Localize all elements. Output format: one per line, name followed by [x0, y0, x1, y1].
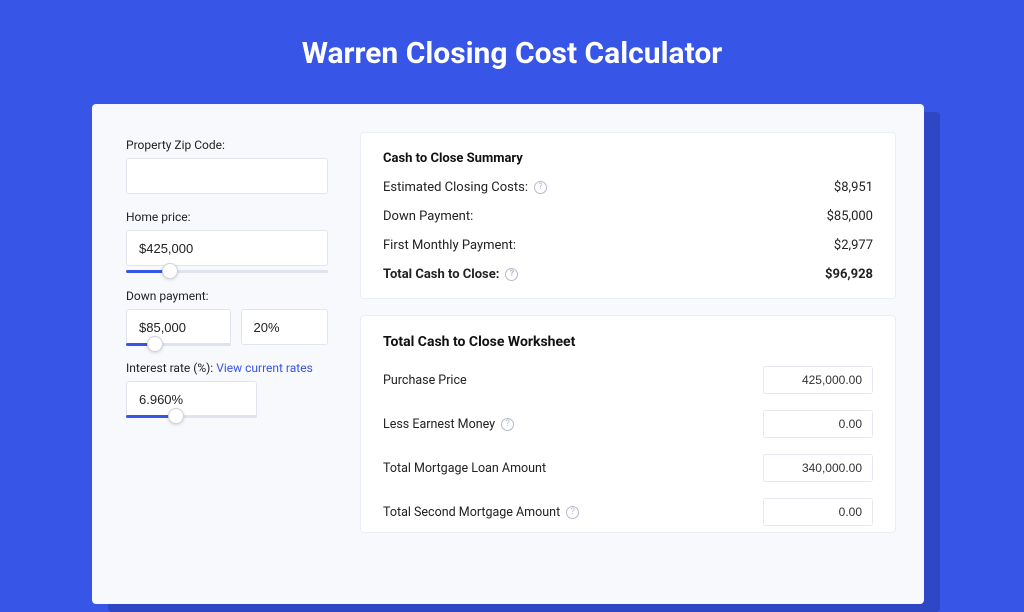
worksheet-input-purchase-price[interactable]: [763, 366, 873, 394]
worksheet-row-second-mortgage: Total Second Mortgage Amount ?: [383, 498, 873, 526]
worksheet-row-earnest: Less Earnest Money ?: [383, 410, 873, 438]
page-title: Warren Closing Cost Calculator: [0, 0, 1024, 101]
interest-rate-input[interactable]: [126, 381, 257, 417]
worksheet-title: Total Cash to Close Worksheet: [383, 334, 873, 350]
help-icon[interactable]: ?: [566, 506, 579, 519]
down-payment-row: [126, 309, 328, 345]
summary-value: $8,951: [834, 180, 873, 195]
summary-row-monthly-payment: First Monthly Payment: $2,977: [383, 238, 873, 253]
home-price-group: Home price:: [126, 210, 328, 273]
summary-row-total: Total Cash to Close: ? $96,928: [383, 267, 873, 282]
summary-row-closing-costs: Estimated Closing Costs: ? $8,951: [383, 180, 873, 195]
worksheet-label: Purchase Price: [383, 373, 467, 388]
help-icon[interactable]: ?: [501, 418, 514, 431]
home-price-slider[interactable]: [126, 270, 328, 273]
inputs-column: Property Zip Code: Home price: Down paym…: [92, 104, 352, 604]
home-price-label: Home price:: [126, 210, 328, 224]
zip-field-group: Property Zip Code:: [126, 138, 328, 194]
summary-panel: Cash to Close Summary Estimated Closing …: [360, 132, 896, 299]
summary-label: First Monthly Payment:: [383, 238, 516, 253]
home-price-input[interactable]: [126, 230, 328, 266]
down-payment-label: Down payment:: [126, 289, 328, 303]
calculator-card: Property Zip Code: Home price: Down paym…: [92, 104, 924, 604]
interest-rate-label-text: Interest rate (%):: [126, 361, 216, 375]
worksheet-input-mortgage-amount[interactable]: [763, 454, 873, 482]
zip-label: Property Zip Code:: [126, 138, 328, 152]
worksheet-label: Total Second Mortgage Amount: [383, 505, 560, 520]
help-icon[interactable]: ?: [534, 181, 547, 194]
worksheet-label: Less Earnest Money: [383, 417, 495, 432]
summary-row-down-payment: Down Payment: $85,000: [383, 209, 873, 224]
down-payment-group: Down payment:: [126, 289, 328, 345]
worksheet-panel: Total Cash to Close Worksheet Purchase P…: [360, 315, 896, 533]
summary-label: Down Payment:: [383, 209, 473, 224]
summary-value: $96,928: [825, 267, 873, 282]
summary-label: Estimated Closing Costs:: [383, 180, 528, 195]
down-payment-percent-input[interactable]: [241, 309, 328, 345]
interest-rate-slider[interactable]: [126, 415, 257, 418]
slider-thumb[interactable]: [168, 408, 184, 424]
worksheet-label: Total Mortgage Loan Amount: [383, 461, 546, 476]
summary-value: $2,977: [834, 238, 873, 253]
down-payment-amount-input[interactable]: [126, 309, 231, 345]
slider-track: [126, 415, 257, 418]
worksheet-input-second-mortgage[interactable]: [763, 498, 873, 526]
zip-input[interactable]: [126, 158, 328, 194]
slider-thumb[interactable]: [162, 263, 178, 279]
worksheet-input-earnest[interactable]: [763, 410, 873, 438]
summary-title: Cash to Close Summary: [383, 151, 873, 166]
summary-value: $85,000: [827, 209, 873, 224]
worksheet-row-purchase-price: Purchase Price: [383, 366, 873, 394]
slider-thumb[interactable]: [147, 336, 163, 352]
slider-track: [126, 270, 328, 273]
page-frame: Warren Closing Cost Calculator Property …: [0, 0, 1024, 512]
worksheet-row-mortgage-amount: Total Mortgage Loan Amount: [383, 454, 873, 482]
view-rates-link[interactable]: View current rates: [216, 361, 313, 375]
interest-rate-group: Interest rate (%): View current rates: [126, 361, 328, 417]
summary-label: Total Cash to Close:: [383, 267, 499, 282]
interest-rate-label: Interest rate (%): View current rates: [126, 361, 328, 375]
help-icon[interactable]: ?: [505, 268, 518, 281]
down-payment-slider[interactable]: [126, 343, 231, 346]
results-column: Cash to Close Summary Estimated Closing …: [352, 104, 924, 604]
slider-track: [126, 343, 231, 346]
